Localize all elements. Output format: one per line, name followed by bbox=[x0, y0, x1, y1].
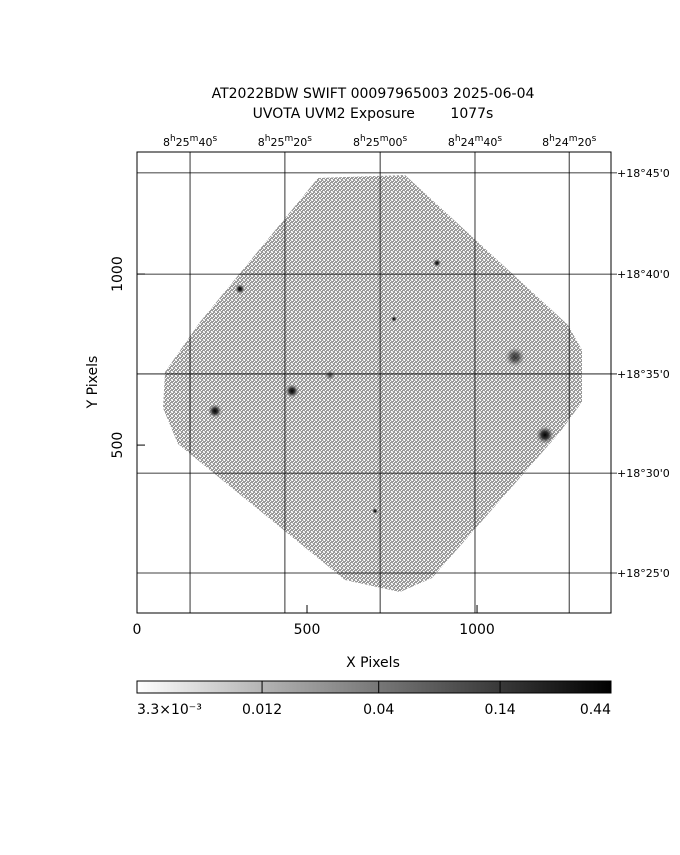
source bbox=[536, 426, 554, 444]
x-tick-label: 500 bbox=[294, 622, 321, 638]
y-tick-label: 500 bbox=[110, 432, 126, 459]
top-tick-label: 8h24m20s bbox=[542, 134, 597, 149]
x-tick-label: 1000 bbox=[459, 622, 495, 638]
colorbar-tick-label: 0.44 bbox=[580, 702, 611, 718]
top-tick-label: 8h25m00s bbox=[353, 134, 408, 149]
colorbar-tick-label: 0.04 bbox=[363, 702, 394, 718]
source bbox=[285, 384, 299, 398]
image bbox=[163, 175, 582, 592]
colorbar bbox=[136, 680, 612, 694]
source bbox=[372, 508, 378, 514]
top-tick-label: 8h25m40s bbox=[163, 134, 218, 149]
exposure-footprint bbox=[163, 175, 582, 592]
title: AT2022BDW SWIFT 00097965003 2025-06-04 bbox=[212, 86, 535, 102]
x-tick-label: 0 bbox=[133, 622, 142, 638]
x-axis-label: X Pixels bbox=[346, 655, 400, 671]
plot-frame bbox=[136, 151, 612, 614]
colorbar-tick-label: 0.14 bbox=[484, 702, 515, 718]
source bbox=[235, 284, 245, 294]
source bbox=[391, 316, 397, 322]
y-tick-label: 1000 bbox=[110, 256, 126, 292]
subtitle: UVOTA UVM2 Exposure 1077s bbox=[253, 106, 494, 122]
right-tick-label: +18°30'0 bbox=[617, 467, 670, 480]
source bbox=[208, 404, 222, 418]
top-tick-label: 8h24m40s bbox=[448, 134, 503, 149]
source bbox=[433, 259, 441, 267]
y-axis-label: Y Pixels bbox=[85, 356, 101, 410]
colorbar-tick-label: 0.012 bbox=[242, 702, 282, 718]
right-tick-label: +18°35'0 bbox=[617, 368, 670, 381]
source bbox=[325, 370, 335, 380]
colorbar-tick-label: 3.3×10⁻³ bbox=[137, 702, 202, 718]
right-tick-label: +18°40'0 bbox=[617, 268, 670, 281]
top-tick-label: 8h25m20s bbox=[258, 134, 313, 149]
source bbox=[505, 347, 525, 367]
right-tick-label: +18°25'0 bbox=[617, 567, 670, 580]
right-tick-label: +18°45'0 bbox=[617, 167, 670, 180]
